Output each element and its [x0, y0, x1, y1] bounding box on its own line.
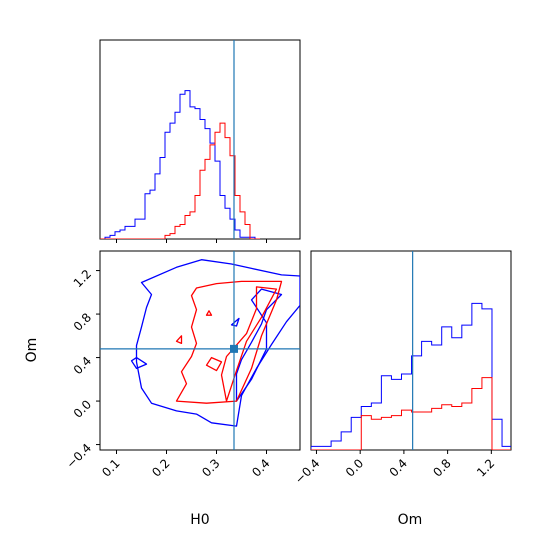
om-histogram-panel [310, 250, 512, 451]
h0-x-tick-label-1: 0.2 [149, 456, 172, 479]
h0-x-tick-label-0: 0.1 [99, 456, 122, 479]
om-histogram-frame [310, 250, 512, 451]
contour-red-hole [205, 356, 223, 372]
h0-x-tick-label-3: 0.4 [249, 456, 272, 479]
h0-histogram-frame [99, 39, 301, 240]
om-x-tick-label-3: 0.8 [430, 456, 453, 479]
y-axis-label-om: Om [24, 338, 40, 363]
h0-histogram-red [100, 122, 260, 239]
h0-om-contour-panel [99, 250, 301, 451]
contour-blue-blob [230, 317, 240, 327]
contour-red-inner [220, 286, 278, 402]
x-axis-label-h0: H0 [190, 512, 209, 528]
om-histogram-blue [311, 302, 511, 450]
x-axis-label-om: Om [398, 512, 423, 528]
om-x-tick-label-1: 0.0 [343, 456, 366, 479]
om-y-tick-label-3: 0.8 [71, 310, 94, 333]
contour-red-spot [205, 310, 213, 316]
chart-marks: 0.1 0.2 0.3 0.4 −0.4 0.0 0.4 0.8 1.2 −0.4 0.0 0.4 0.… [64, 40, 511, 487]
h0-x-tick-label-2: 0.3 [199, 456, 222, 479]
om-y-tick-label-0: −0.4 [64, 441, 95, 472]
om-y-tick-label-2: 0.4 [71, 354, 94, 377]
om-y-tick-label-1: 0.0 [71, 397, 94, 420]
om-histogram-red [311, 377, 511, 450]
contour-blue-hole [130, 356, 148, 370]
om-x-tick-label-0: −0.4 [292, 456, 323, 487]
contour-red-blob [175, 335, 183, 345]
h0-histogram-panel [99, 39, 301, 240]
om-x-tick-label-2: 0.4 [387, 456, 410, 479]
om-y-tick-label-4: 1.2 [71, 267, 94, 290]
contour-red-outer [175, 280, 283, 404]
om-x-tick-label-4: 1.2 [474, 456, 497, 479]
contour-blue-outer [135, 259, 300, 427]
h0-histogram-blue [100, 90, 260, 239]
contour-frame [99, 250, 301, 451]
truth-marker [230, 344, 238, 353]
